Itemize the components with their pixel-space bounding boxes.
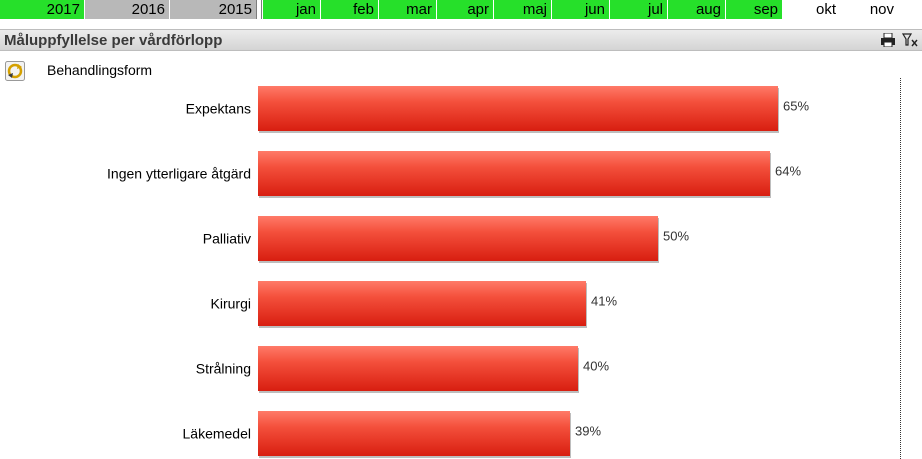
panel-titlebar: Måluppfyllelse per vårdförlopp <box>0 29 922 51</box>
month-cell-jun[interactable]: jun <box>552 0 610 19</box>
dimension-label: Behandlingsform <box>47 62 153 78</box>
category-label[interactable]: Palliativ <box>203 231 251 247</box>
month-cell-maj[interactable]: maj <box>494 0 552 19</box>
year-cell-2016[interactable]: 2016 <box>85 0 170 19</box>
category-label[interactable]: Kirurgi <box>211 296 251 312</box>
category-label[interactable]: Läkemedel <box>183 426 252 442</box>
filter-bar: 2017 2016 2015 jan feb mar apr maj jun jul aug sep… <box>0 0 922 20</box>
printer-icon[interactable] <box>880 33 896 47</box>
value-label: 41% <box>591 294 617 309</box>
value-label: 39% <box>575 424 601 439</box>
month-cell-apr[interactable]: apr <box>437 0 494 19</box>
value-label: 50% <box>663 229 689 244</box>
value-label: 40% <box>583 359 609 374</box>
month-cell-aug[interactable]: aug <box>668 0 726 19</box>
month-cell-feb[interactable]: feb <box>321 0 379 19</box>
bar-0[interactable] <box>258 86 778 131</box>
year-cell-2017[interactable]: 2017 <box>0 0 85 19</box>
month-cell-nov[interactable]: nov <box>841 0 899 19</box>
bar-4[interactable] <box>258 346 578 391</box>
month-cell-jul[interactable]: jul <box>610 0 668 19</box>
category-label[interactable]: Expektans <box>186 101 251 117</box>
month-cell-okt[interactable]: okt <box>783 0 841 19</box>
year-filter: 2017 2016 2015 <box>0 0 256 19</box>
value-label: 65% <box>783 99 809 114</box>
clear-selection-icon[interactable] <box>902 33 918 47</box>
category-label[interactable]: Ingen ytterligare åtgärd <box>107 166 251 182</box>
year-cell-2015[interactable]: 2015 <box>170 0 256 19</box>
panel-title: Måluppfyllelse per vårdförlopp <box>4 32 223 49</box>
category-label[interactable]: Strålning <box>196 361 251 377</box>
filter-separator <box>256 0 262 19</box>
value-label: 64% <box>775 164 801 179</box>
bar-3[interactable] <box>258 281 586 326</box>
bar-5[interactable] <box>258 411 570 456</box>
month-cell-jan[interactable]: jan <box>263 0 321 19</box>
month-filter: jan feb mar apr maj jun jul aug sep okt nov <box>263 0 922 19</box>
month-cell-sep[interactable]: sep <box>726 0 783 19</box>
scrollbar-divider <box>900 78 901 459</box>
month-cell-mar[interactable]: mar <box>379 0 437 19</box>
bar-2[interactable] <box>258 216 658 261</box>
bar-1[interactable] <box>258 151 770 196</box>
cycle-dimension-icon[interactable] <box>5 61 25 81</box>
